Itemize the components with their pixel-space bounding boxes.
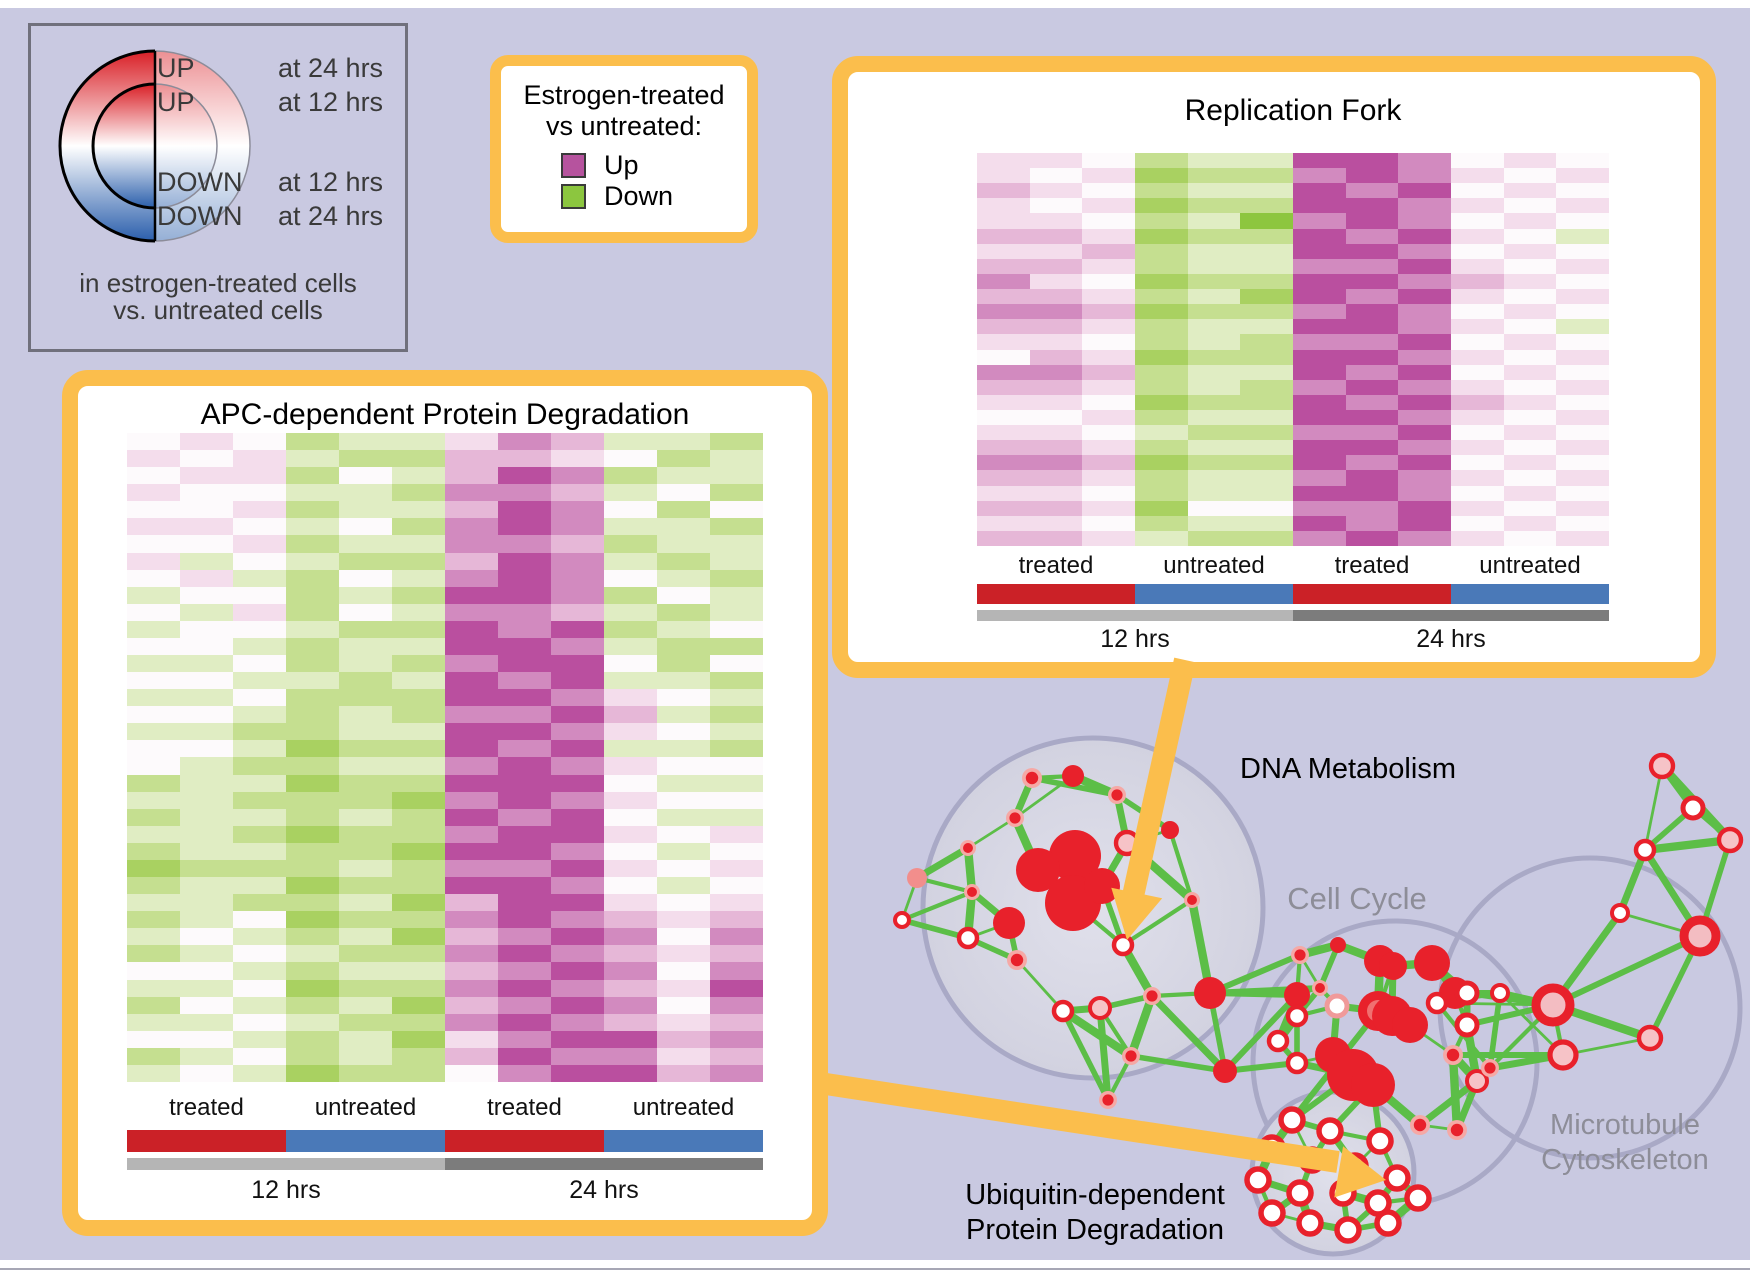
apc-treatment-bars bbox=[127, 1130, 763, 1152]
down-color-swatch bbox=[561, 184, 586, 209]
rf-heatmap bbox=[977, 153, 1609, 546]
rf-group-labels: treated untreated treated untreated bbox=[1018, 552, 1581, 579]
rf-time-bars bbox=[977, 610, 1609, 621]
legend-up-12-time: at 12 hrs bbox=[278, 87, 384, 117]
figure-canvas: UP at 24 hrs UP at 12 hrs DOWN at 12 hrs… bbox=[0, 8, 1750, 1270]
legend-up-12-dir: UP bbox=[157, 87, 195, 117]
legend-up-24-dir: UP bbox=[157, 53, 195, 83]
up-color-swatch bbox=[561, 153, 586, 178]
down-label: Down bbox=[604, 181, 674, 211]
rf-time-labels: 12 hrs 24 hrs bbox=[1100, 625, 1486, 653]
legend-down-24-dir: DOWN bbox=[157, 201, 243, 231]
cell-cycle-label: Cell Cycle bbox=[1287, 881, 1427, 916]
apc-heatmap bbox=[127, 433, 763, 1082]
apc-group-labels: treated untreated treated untreated bbox=[169, 1094, 735, 1121]
direction-legend: UP at 24 hrs UP at 12 hrs DOWN at 12 hrs… bbox=[28, 23, 408, 352]
apc-panel-title: APC-dependent Protein Degradation bbox=[200, 398, 690, 431]
legend-caption-line2: vs. untreated cells bbox=[113, 295, 323, 325]
up-label: Up bbox=[604, 150, 639, 180]
legend-up-24-time: at 24 hrs bbox=[278, 53, 384, 83]
dna-metabolism-label: DNA Metabolism bbox=[1240, 753, 1456, 785]
key-item-up: Up bbox=[561, 150, 747, 181]
legend-down-12-dir: DOWN bbox=[157, 167, 243, 197]
color-key-title-line1: Estrogen-treated bbox=[523, 80, 725, 110]
color-key-title-line2: vs untreated: bbox=[545, 111, 703, 141]
rf-panel-title: Replication Fork bbox=[1184, 94, 1402, 127]
ubiquitin-degradation-label: Ubiquitin-dependent Protein Degradation bbox=[965, 1179, 1225, 1247]
apc-degradation-panel: APC-dependent Protein Degradation treate… bbox=[62, 370, 828, 1236]
legend-down-24-time: at 24 hrs bbox=[278, 201, 384, 231]
rf-treatment-bars bbox=[977, 584, 1609, 604]
apc-time-bars bbox=[127, 1158, 763, 1170]
key-item-down: Down bbox=[561, 181, 747, 212]
legend-down-12-time: at 12 hrs bbox=[278, 167, 384, 197]
figure-bottom-rule bbox=[0, 1268, 1750, 1270]
apc-time-labels: 12 hrs 24 hrs bbox=[251, 1176, 639, 1204]
color-key: Estrogen-treated vs untreated: Up Down bbox=[490, 55, 758, 243]
up-down-rings-icon bbox=[58, 49, 251, 243]
legend-caption-line1: in estrogen-treated cells bbox=[79, 268, 357, 298]
microtubule-cytoskeleton-label: Microtubule Cytoskeleton bbox=[1541, 1109, 1709, 1177]
replication-fork-panel: Replication Fork treated untreated treated… bbox=[832, 56, 1716, 678]
